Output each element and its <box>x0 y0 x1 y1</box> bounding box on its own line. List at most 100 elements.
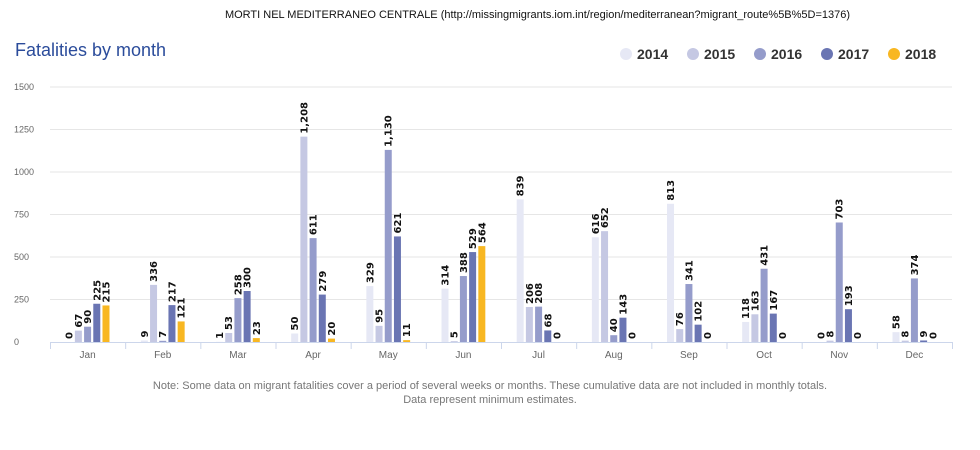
bar-2015-aug <box>601 231 609 342</box>
legend-dot-icon <box>687 48 699 60</box>
bar-2016-apr <box>309 238 317 342</box>
bar-2014-dec <box>892 332 900 342</box>
data-label: 839 <box>516 175 527 196</box>
x-tick-label: Jun <box>455 350 471 361</box>
bar-2015-jun <box>450 341 458 342</box>
bar-2018-feb <box>177 321 185 342</box>
bar-2014-jun <box>441 288 449 342</box>
bar-2015-dec <box>901 340 909 342</box>
bar-chart: 0250500750100012501500Jan06790225215Feb9… <box>14 82 953 361</box>
y-tick-label: 750 <box>14 210 29 220</box>
legend-dot-icon <box>754 48 766 60</box>
data-label: 8 <box>826 331 837 338</box>
bar-2016-sep <box>685 284 693 342</box>
data-label: 102 <box>694 301 705 322</box>
data-label: 703 <box>835 199 846 220</box>
bar-2015-jul <box>525 306 533 342</box>
bar-2018-jun <box>478 246 486 342</box>
x-tick-label: Dec <box>906 350 924 361</box>
data-label: 0 <box>816 332 827 339</box>
data-label: 11 <box>402 323 413 337</box>
bar-2016-oct <box>760 268 768 342</box>
note-line-1: Note: Some data on migrant fatalities co… <box>152 380 828 392</box>
bar-2016-jun <box>459 276 467 342</box>
data-label: 341 <box>684 260 695 281</box>
data-label: 314 <box>441 265 452 286</box>
x-tick-label: Apr <box>305 350 321 361</box>
data-label: 329 <box>365 262 376 283</box>
data-label: 217 <box>167 281 178 302</box>
y-tick-label: 0 <box>14 337 19 347</box>
data-label: 143 <box>618 294 629 315</box>
data-label: 1,130 <box>384 115 395 147</box>
bar-2016-feb <box>159 340 167 342</box>
bar-2018-mar <box>252 338 260 342</box>
y-tick-label: 500 <box>14 252 29 262</box>
chart-note: Note: Some data on migrant fatalities co… <box>0 379 980 407</box>
legend-dot-icon <box>620 48 632 60</box>
x-tick-label: Nov <box>830 350 848 361</box>
data-label: 1 <box>215 332 226 339</box>
data-label: 9 <box>919 330 930 337</box>
bar-2017-feb <box>168 305 176 342</box>
bar-2017-mar <box>243 291 251 342</box>
data-label: 813 <box>666 180 677 201</box>
bar-2014-jul <box>516 199 524 342</box>
data-label: 564 <box>477 222 488 243</box>
data-label: 611 <box>309 214 320 235</box>
bar-2018-jan <box>102 305 110 342</box>
x-tick-label: Jan <box>80 350 96 361</box>
legend-item-2015[interactable]: 2015 <box>687 46 754 62</box>
data-label: 53 <box>224 316 235 330</box>
x-tick-label: Mar <box>229 350 247 361</box>
bar-2016-dec <box>910 278 918 342</box>
x-tick-label: May <box>379 350 398 361</box>
data-label: 206 <box>525 283 536 304</box>
bar-2015-sep <box>676 329 684 342</box>
data-label: 9 <box>140 330 151 337</box>
data-label: 90 <box>83 310 94 324</box>
data-label: 7 <box>158 331 169 338</box>
legend-item-2017[interactable]: 2017 <box>821 46 888 62</box>
bar-2014-apr <box>291 333 299 342</box>
x-tick-label: Feb <box>154 350 172 361</box>
legend-item-2016[interactable]: 2016 <box>754 46 821 62</box>
page-header-title: MORTI NEL MEDITERRANEO CENTRALE (http://… <box>224 9 851 21</box>
data-label: 167 <box>769 290 780 311</box>
bar-2016-aug <box>610 335 618 342</box>
data-label: 616 <box>591 213 602 234</box>
bar-2015-apr <box>300 136 308 342</box>
bar-2014-aug <box>591 237 599 342</box>
legend-item-2014[interactable]: 2014 <box>620 46 687 62</box>
data-label: 67 <box>74 314 85 328</box>
data-label: 20 <box>327 322 338 336</box>
data-label: 215 <box>101 282 112 303</box>
y-tick-label: 1250 <box>14 125 34 135</box>
bar-2015-oct <box>751 314 759 342</box>
legend-label: 2016 <box>771 46 803 62</box>
data-label: 0 <box>628 332 639 339</box>
data-label: 40 <box>609 318 620 332</box>
data-label: 621 <box>393 213 404 234</box>
data-label: 193 <box>844 285 855 306</box>
data-label: 208 <box>534 283 545 304</box>
legend-dot-icon <box>821 48 833 60</box>
bar-2018-may <box>403 340 411 342</box>
data-label: 279 <box>318 271 329 292</box>
legend-label: 2014 <box>637 46 669 62</box>
data-label: 0 <box>552 332 563 339</box>
x-tick-label: Jul <box>532 350 545 361</box>
legend-item-2018[interactable]: 2018 <box>888 46 955 62</box>
data-label: 529 <box>468 228 479 249</box>
chart-title: Fatalities by month <box>15 40 167 60</box>
legend-label: 2017 <box>838 46 870 62</box>
bar-2016-jul <box>535 306 543 342</box>
bar-2017-jun <box>469 252 477 342</box>
bar-2017-apr <box>318 294 326 342</box>
bar-2017-jan <box>93 303 101 342</box>
bar-2018-apr <box>327 338 335 342</box>
y-tick-label: 1500 <box>14 82 34 92</box>
data-label: 163 <box>750 290 761 311</box>
note-line-2: Data represent minimum estimates. <box>403 394 577 406</box>
bar-2015-mar <box>225 332 233 342</box>
